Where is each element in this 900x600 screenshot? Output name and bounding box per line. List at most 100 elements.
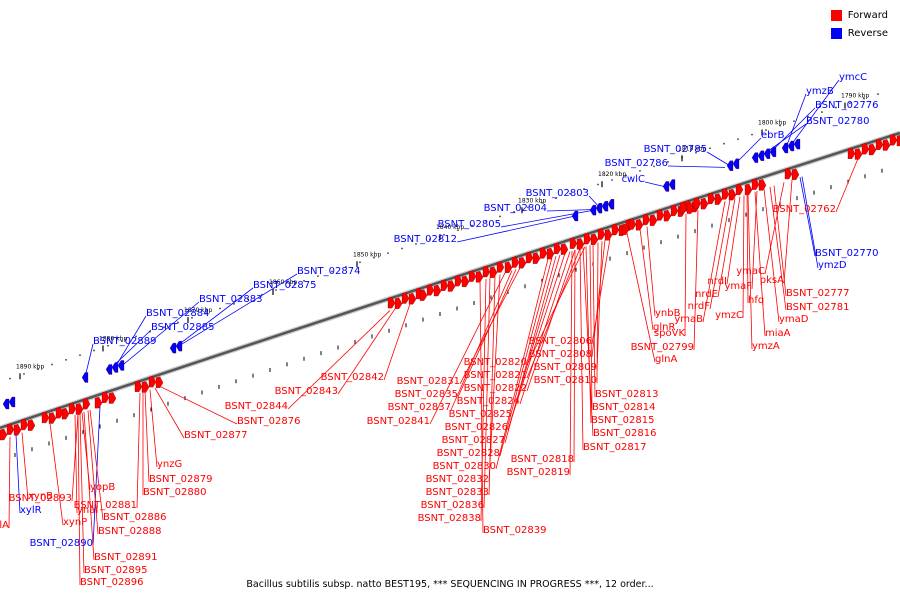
gene-block-fwd-22: [408, 293, 417, 305]
scale-dot: [219, 307, 221, 310]
leader-xyla: [8, 436, 11, 529]
gene-block-fwd-71: [721, 188, 730, 200]
scale-dot: [751, 133, 753, 136]
scale-dot: [821, 111, 823, 113]
leader-hfq: [746, 194, 749, 304]
scale-label: 1830 kbp: [518, 197, 546, 204]
scale-dot: [191, 316, 193, 319]
gene-block-rev-8: [571, 210, 579, 222]
gene-block-fwd-31: [468, 270, 477, 282]
scale-dot: [415, 243, 417, 245]
leader-nrdf: [709, 199, 731, 310]
scale-label: 1820 kbp: [598, 171, 626, 178]
scale-dot: [9, 377, 11, 380]
gene-label-bsnt-02808: BSNT_02808: [529, 349, 592, 360]
gene-label-yopb: yopB: [90, 482, 115, 493]
gene-block-fwd-75: [751, 178, 760, 190]
legend-swatch-reverse: [830, 27, 842, 39]
gene-label-bsnt-02883: BSNT_02883: [199, 294, 262, 305]
leader-bsnt-02799: [693, 210, 699, 351]
leader-bsnt-02828: [499, 257, 553, 457]
gene-block-fwd-10: [75, 403, 84, 415]
gene-label-bsnt-02821: BSNT_02821: [464, 370, 527, 381]
gene-block-fwd-50: [604, 229, 613, 241]
leader-ymad: [763, 188, 780, 323]
leader-miaa: [754, 191, 766, 337]
gene-label-ynbb: ynbB: [655, 308, 681, 319]
leader-bsnt-02835: [457, 269, 517, 398]
gene-label-bsnt-02825: BSNT_02825: [449, 409, 512, 420]
gene-label-bsnt-02813: BSNT_02813: [595, 389, 658, 400]
gene-block-fwd-12: [94, 396, 103, 409]
gene-block-fwd-46: [576, 238, 585, 250]
leader-bsnt-02833: [488, 276, 496, 496]
scale-dot: [849, 102, 851, 104]
gene-block-fwd-66: [686, 202, 695, 214]
gene-label-bsnt-02896: BSNT_02896: [80, 577, 143, 588]
scale-label: 1790 kbp: [841, 93, 869, 100]
gene-label-bsnt-02842: BSNT_02842: [321, 372, 384, 383]
leader-bsnt-02818: [573, 250, 576, 463]
scale-dot: [135, 335, 137, 338]
gene-label-bsnt-02786: BSNT_02786: [605, 158, 668, 169]
gene-label-bsnt-02844: BSNT_02844: [225, 401, 288, 412]
scale-dot: [877, 93, 879, 95]
scale-dot: [331, 270, 333, 273]
scale-dot: [23, 373, 25, 375]
gene-block-fwd-0: [0, 428, 8, 441]
gene-block-fwd-60: [663, 209, 672, 222]
leader-bsnt-02874: [177, 273, 298, 347]
gene-label-bsnt-02776: BSNT_02776: [815, 100, 878, 111]
gene-label-bsnt-02877: BSNT_02877: [184, 430, 247, 441]
gene-label-bsnt-02880: BSNT_02880: [143, 487, 206, 498]
leader-bsnt-02832: [488, 274, 501, 483]
leader-ymab: [702, 201, 726, 323]
label-leaders: [8, 79, 859, 586]
leader-bsnt-02824: [519, 251, 571, 405]
gene-label-ymza: ymzA: [752, 341, 780, 352]
leader-xynp: [49, 423, 64, 526]
gene-block-fwd-48: [590, 233, 599, 245]
gene-block-fwd-13: [101, 391, 110, 403]
leader-bsnt-02883: [122, 301, 200, 366]
gene-block-rev-17: [751, 152, 759, 163]
gene-label-bsnt-02799: BSNT_02799: [631, 342, 694, 353]
leader-ymzd: [801, 176, 819, 269]
leader-bsnt-02786: [667, 165, 726, 168]
gene-block-fwd-77: [784, 167, 793, 180]
gene-label-bsnt-02828: BSNT_02828: [437, 448, 500, 459]
gene-label-bsnt-02781: BSNT_02781: [786, 302, 849, 313]
scale-dot: [121, 340, 123, 343]
scale-dot: [163, 326, 165, 329]
gene-label-miaa: miaA: [765, 328, 791, 339]
gene-block-fwd-86: [896, 135, 900, 147]
scale-dot: [359, 261, 361, 264]
gene-block-fwd-83: [875, 138, 884, 150]
gene-block-fwd-37: [511, 256, 520, 268]
gene-label-bsnt-02839: BSNT_02839: [483, 525, 546, 536]
legend-item-forward: Forward: [830, 8, 888, 22]
gene-label-bsnt-02803: BSNT_02803: [526, 188, 589, 199]
gene-label-nrde: nrdE: [695, 289, 718, 300]
leader-bsnt-02843: [337, 308, 396, 395]
gene-block-fwd-68: [700, 197, 709, 210]
gene-block-rev-3: [105, 364, 113, 375]
gene-block-rev-0: [2, 398, 10, 410]
gene-label-bsnt-02835: BSNT_02835: [395, 389, 458, 400]
gene-label-bsnt-02830: BSNT_02830: [433, 461, 496, 472]
leader-bsnt-02893: [71, 413, 79, 502]
gene-label-bsnt-02817: BSNT_02817: [583, 442, 646, 453]
gene-label-bsnt-02816: BSNT_02816: [593, 428, 656, 439]
scale-dot: [51, 363, 53, 366]
gene-block-fwd-65: [679, 201, 688, 214]
leader-bsnt-02781: [769, 186, 787, 311]
gene-label-bsnt-02818: BSNT_02818: [511, 454, 574, 465]
gene-label-ynai: ynaI: [77, 505, 98, 516]
gene-label-bsnt-02837: BSNT_02837: [388, 402, 451, 413]
gene-block-fwd-19: [387, 296, 396, 309]
scale-dot: [653, 165, 655, 168]
gene-block-rev-23: [793, 138, 801, 150]
leader-bsnt-02885: [109, 329, 152, 370]
gene-label-bsnt-02826: BSNT_02826: [445, 422, 508, 433]
gene-label-bsnt-02891: BSNT_02891: [94, 552, 157, 563]
